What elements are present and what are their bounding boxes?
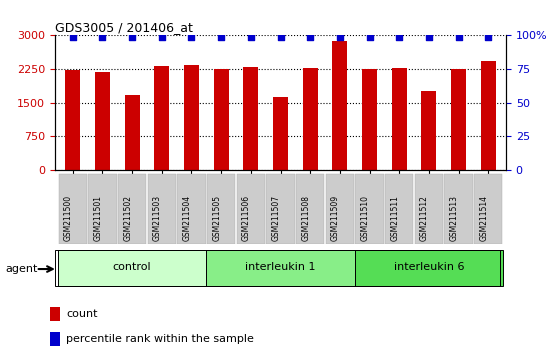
- Text: GSM211507: GSM211507: [272, 194, 280, 241]
- Text: GSM211513: GSM211513: [449, 195, 459, 241]
- Bar: [302, 68, 317, 170]
- Text: GSM211512: GSM211512: [420, 195, 429, 241]
- FancyBboxPatch shape: [88, 174, 117, 244]
- FancyBboxPatch shape: [415, 174, 443, 244]
- Bar: [155, 66, 169, 170]
- Text: interleukin 6: interleukin 6: [394, 262, 464, 272]
- Point: [246, 34, 255, 40]
- Text: GSM211514: GSM211514: [479, 195, 488, 241]
- Point: [454, 34, 463, 40]
- FancyBboxPatch shape: [355, 174, 384, 244]
- Text: GSM211501: GSM211501: [94, 195, 102, 241]
- FancyBboxPatch shape: [296, 174, 324, 244]
- Bar: [184, 64, 199, 170]
- Bar: [273, 97, 288, 170]
- Text: GSM211500: GSM211500: [64, 194, 73, 241]
- Point: [128, 34, 136, 40]
- FancyBboxPatch shape: [266, 174, 295, 244]
- Point: [425, 34, 433, 40]
- Bar: [65, 70, 80, 170]
- Point: [217, 34, 226, 40]
- FancyBboxPatch shape: [58, 174, 87, 244]
- Point: [365, 34, 374, 40]
- FancyBboxPatch shape: [206, 250, 355, 286]
- Text: agent: agent: [6, 264, 38, 274]
- Text: GSM211511: GSM211511: [390, 195, 399, 241]
- FancyBboxPatch shape: [147, 174, 176, 244]
- Bar: [214, 69, 229, 170]
- FancyBboxPatch shape: [326, 174, 354, 244]
- FancyBboxPatch shape: [474, 174, 503, 244]
- Point: [98, 34, 107, 40]
- Text: GSM211510: GSM211510: [360, 195, 370, 241]
- Text: GSM211509: GSM211509: [331, 194, 340, 241]
- Point: [484, 34, 493, 40]
- Bar: [95, 72, 110, 170]
- FancyBboxPatch shape: [385, 174, 414, 244]
- Text: GSM211504: GSM211504: [183, 194, 191, 241]
- FancyBboxPatch shape: [355, 250, 503, 286]
- Bar: [50, 332, 60, 346]
- Point: [306, 34, 315, 40]
- Text: GSM211508: GSM211508: [301, 195, 310, 241]
- Text: percentile rank within the sample: percentile rank within the sample: [67, 333, 254, 344]
- Text: GSM211502: GSM211502: [123, 195, 132, 241]
- FancyBboxPatch shape: [118, 174, 146, 244]
- Point: [187, 34, 196, 40]
- Point: [68, 34, 77, 40]
- Bar: [421, 91, 436, 170]
- Point: [395, 34, 404, 40]
- Bar: [451, 69, 466, 170]
- Text: count: count: [67, 309, 98, 319]
- Text: GSM211505: GSM211505: [212, 194, 221, 241]
- FancyBboxPatch shape: [207, 174, 235, 244]
- Text: interleukin 1: interleukin 1: [245, 262, 316, 272]
- FancyBboxPatch shape: [177, 174, 206, 244]
- FancyBboxPatch shape: [444, 174, 473, 244]
- Text: GSM211506: GSM211506: [242, 194, 251, 241]
- Point: [336, 34, 344, 40]
- Point: [276, 34, 285, 40]
- Text: control: control: [113, 262, 151, 272]
- Bar: [50, 307, 60, 321]
- FancyBboxPatch shape: [236, 174, 265, 244]
- Point: [157, 34, 166, 40]
- Bar: [392, 68, 406, 170]
- Bar: [481, 61, 496, 170]
- Text: GSM211503: GSM211503: [153, 194, 162, 241]
- Bar: [244, 67, 258, 170]
- Bar: [362, 69, 377, 170]
- Bar: [125, 95, 140, 170]
- Bar: [332, 41, 347, 170]
- Text: GDS3005 / 201406_at: GDS3005 / 201406_at: [55, 21, 193, 34]
- FancyBboxPatch shape: [58, 250, 206, 286]
